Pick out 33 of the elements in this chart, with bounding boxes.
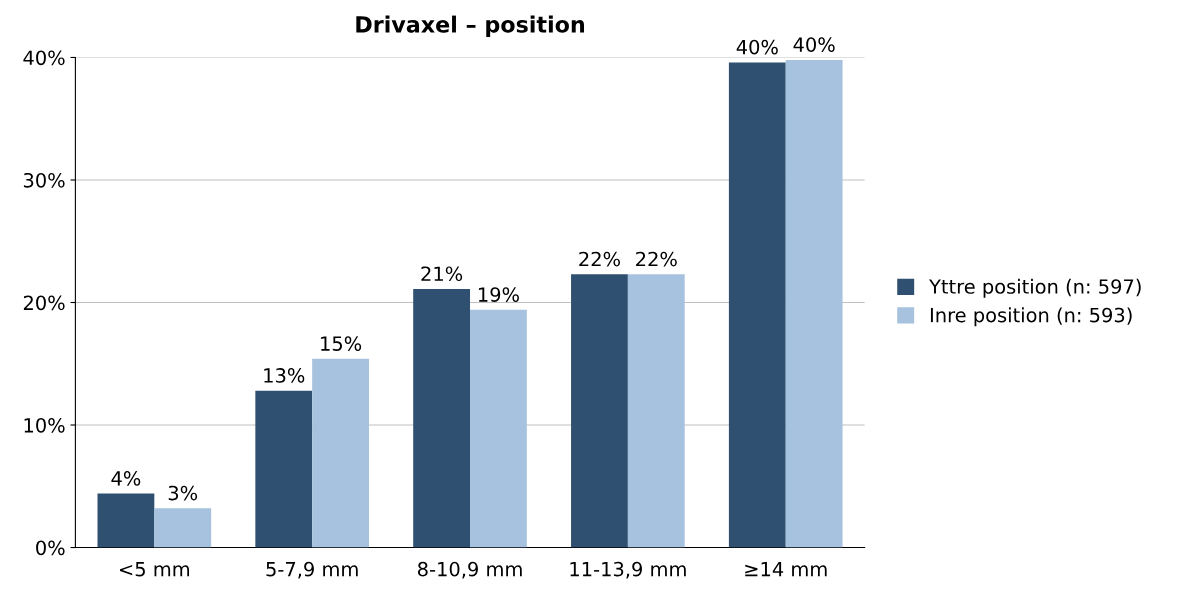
legend-label: Yttre position (n: 597) <box>929 278 1141 298</box>
data-label: 40% <box>793 37 835 52</box>
bar <box>97 493 155 548</box>
bar <box>470 309 527 548</box>
data-label: 22% <box>636 251 677 267</box>
y-tick-label: 0% <box>36 540 65 556</box>
data-label: 15% <box>321 336 362 351</box>
bar <box>571 274 628 548</box>
data-label: 40% <box>736 39 778 55</box>
bar <box>255 390 313 548</box>
bar <box>154 508 212 548</box>
y-tick-label: 10% <box>24 417 65 433</box>
bar <box>785 59 843 548</box>
y-tick-label: 20% <box>23 295 65 311</box>
data-label: 3% <box>168 485 198 501</box>
data-label: 13% <box>264 368 305 383</box>
x-tick-label: ≥14 mm <box>745 562 827 577</box>
bar <box>312 358 369 548</box>
chart-title: Drivaxel – position <box>356 15 585 38</box>
data-label: 19% <box>478 287 519 302</box>
bar <box>728 62 786 548</box>
x-tick-label: 5-7,9 mm <box>266 561 358 579</box>
bar <box>413 289 471 548</box>
data-label: 4% <box>111 470 141 486</box>
data-label: 22% <box>579 251 620 267</box>
y-tick-label: 30% <box>23 172 65 188</box>
x-tick-label: 8-10,9 mm <box>417 561 522 579</box>
legend-label: Inre position (n: 593) <box>930 307 1132 327</box>
x-tick-label: 11-13,9 mm <box>570 561 686 579</box>
y-tick-label: 40% <box>23 50 65 66</box>
bar <box>627 274 685 548</box>
data-label: 21% <box>421 266 463 282</box>
x-tick-label: <5 mm <box>120 562 190 577</box>
